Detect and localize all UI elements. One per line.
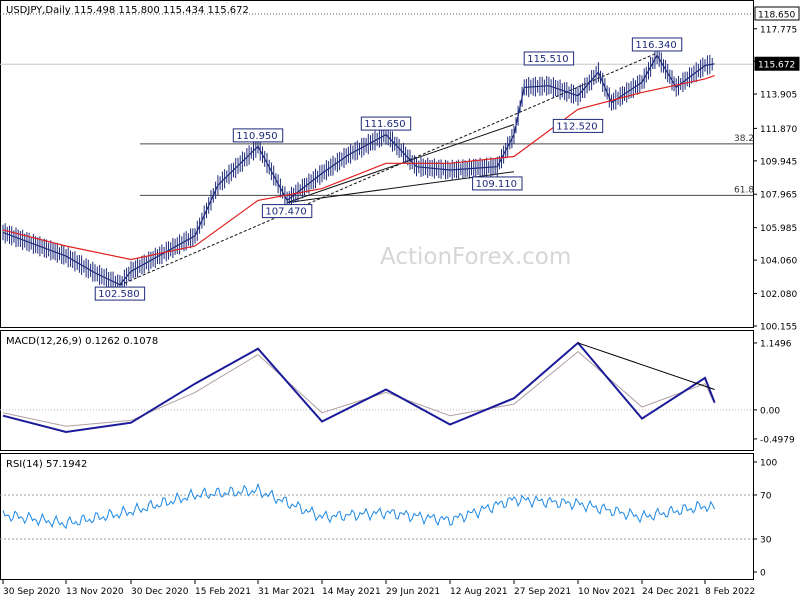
y-tick-label: 111.870 (760, 125, 797, 135)
x-tick-label: 12 Aug 2021 (450, 587, 508, 597)
rsi-y-tick-label: 70 (760, 492, 772, 502)
price-label-box (360, 116, 412, 131)
rsi-title: RSI(14) 57.1942 (6, 459, 87, 470)
price-label: 115.510 (527, 54, 568, 65)
x-tick-label: 31 Mar 2021 (258, 587, 315, 597)
y-tick-label: 100.155 (760, 323, 797, 333)
price-label: 102.580 (98, 289, 139, 300)
rsi-y-tick-label: 30 (760, 536, 772, 546)
x-tick-label: 13 Nov 2020 (66, 587, 124, 597)
y-tick-label: 117.775 (760, 25, 797, 35)
x-tick-label: 14 May 2021 (322, 587, 381, 597)
price-label: 110.950 (236, 131, 277, 142)
macd-y-tick-label: -0.4979 (760, 435, 795, 445)
moving-average-line (2, 75, 715, 261)
x-tick-label: 27 Sep 2021 (514, 587, 571, 597)
price-label-box (472, 176, 523, 191)
x-tick-label: 24 Dec 2021 (642, 587, 700, 597)
macd-title: MACD(12,26,9) 0.1262 0.1078 (6, 336, 158, 347)
macd-line (2, 341, 716, 434)
fib-level-label: 61.8 (734, 185, 754, 195)
price-panel (0, 0, 754, 328)
rsi-line (2, 482, 716, 530)
x-tick-label: 30 Sep 2020 (3, 587, 60, 597)
macd-y-tick-label: 1.1496 (760, 339, 792, 349)
price-label: 109.110 (476, 179, 517, 190)
price-label-box (94, 286, 146, 301)
rsi-y-tick-label: 0 (760, 569, 766, 579)
y-tick-label: 105.985 (760, 224, 797, 234)
macd-panel (0, 330, 754, 451)
macd-signal-line (2, 350, 716, 427)
price-label-box (631, 37, 683, 52)
resistance-label: 118.650 (758, 11, 795, 21)
price-label-box (552, 118, 604, 133)
price-label-box (261, 204, 313, 219)
y-tick-label: 102.080 (760, 290, 797, 300)
watermark: ActionForex.com (380, 244, 571, 270)
resistance-box (754, 6, 800, 21)
y-tick-label: 109.945 (760, 157, 797, 167)
macd-trendline (577, 342, 715, 390)
x-tick-label: 8 Feb 2022 (705, 587, 755, 597)
chart-title: USDJPY,Daily 115.498 115.800 115.434 115… (6, 5, 249, 16)
y-tick-label: 113.905 (760, 91, 797, 101)
price-label: 111.650 (364, 119, 405, 130)
macd-y-tick-label: 0.00 (760, 406, 780, 416)
x-tick-label: 15 Feb 2021 (195, 587, 251, 597)
fib-level-label: 38.2 (734, 134, 754, 144)
x-tick-label: 29 Jun 2021 (386, 587, 440, 597)
price-label-box (523, 51, 575, 66)
price-label: 112.520 (556, 121, 597, 132)
last-price-label: 115.672 (758, 61, 795, 71)
x-tick-label: 10 Nov 2021 (578, 587, 636, 597)
price-label-box (232, 128, 284, 143)
y-tick-label: 104.060 (760, 257, 797, 267)
price-label: 116.340 (635, 40, 676, 51)
price-label: 107.470 (265, 207, 306, 218)
y-tick-label: 107.965 (760, 191, 797, 201)
rsi-y-tick-label: 100 (760, 459, 777, 469)
x-tick-label: 30 Dec 2020 (131, 587, 189, 597)
last-price-box (754, 56, 800, 71)
